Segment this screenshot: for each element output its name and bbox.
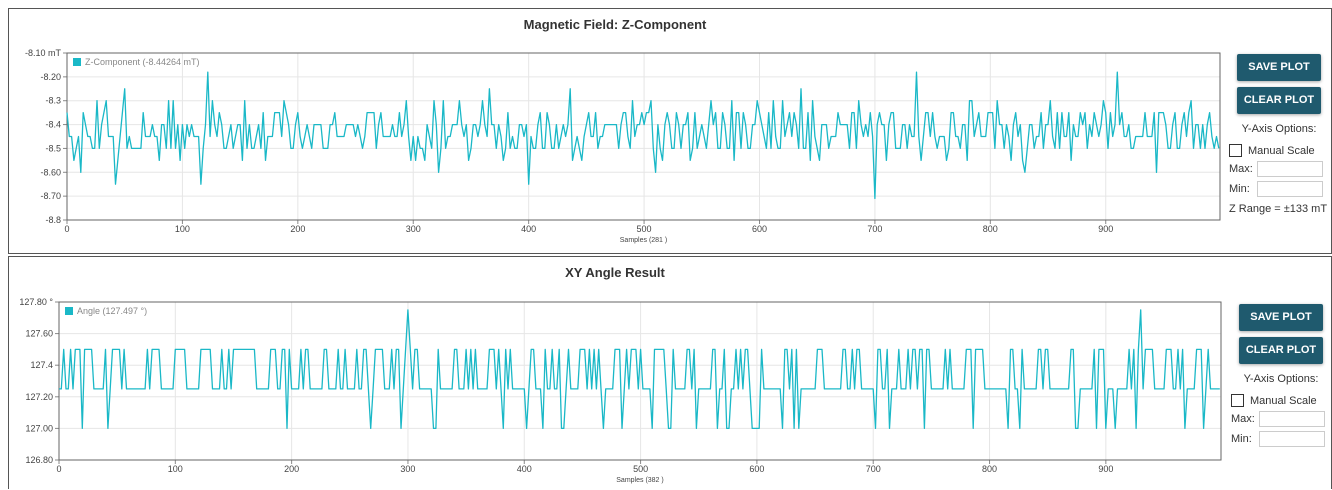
min-row: Min: — [1231, 431, 1331, 447]
xy-chart-title: XY Angle Result — [565, 265, 665, 280]
x-tick-label: 400 — [517, 464, 532, 474]
y-tick-label: -8.10 mT — [25, 48, 62, 58]
legend-swatch — [73, 58, 81, 66]
x-tick-label: 400 — [521, 224, 536, 234]
x-tick-label: 800 — [982, 464, 997, 474]
x-axis-title: Samples (281 ) — [620, 237, 667, 244]
z-component-chart: -8.10 mT -8.20 -8.3 -8.4 -8.5 -8.60 -8.70 -8.80… — [25, 48, 1221, 244]
y-tick-label: -8.8 — [45, 215, 61, 225]
y-tick-label: -8.4 — [45, 120, 61, 130]
manual-scale-toggle[interactable]: Manual Scale — [1229, 144, 1329, 157]
min-row: Min: — [1229, 181, 1329, 197]
x-tick-label: 500 — [637, 224, 652, 234]
x-tick-label: 600 — [749, 464, 764, 474]
min-label: Min: — [1231, 433, 1252, 445]
y-tick-label: -8.70 — [40, 191, 61, 201]
y-tick-label: 127.60 — [25, 329, 53, 339]
xy-angle-panel: XY Angle Result 127.80 ° 127.60 127.4 127.2… — [8, 256, 1332, 489]
clear-plot-button[interactable]: CLEAR PLOT — [1237, 87, 1321, 114]
xy-side-controls: SAVE PLOT CLEAR PLOT Y-Axis Options: Man… — [1231, 304, 1331, 447]
y-tick-label: 127.4 — [30, 360, 53, 370]
x-tick-label: 500 — [633, 464, 648, 474]
min-input[interactable] — [1257, 181, 1323, 197]
legend-swatch — [65, 307, 73, 315]
save-plot-button[interactable]: SAVE PLOT — [1239, 304, 1323, 331]
x-axis-title: Samples (382 ) — [616, 477, 663, 484]
plot-frame — [66, 52, 1221, 221]
max-label: Max: — [1229, 163, 1253, 175]
x-tick-label: 0 — [64, 224, 69, 234]
legend-entry: Z-Component (-8.44264 mT) — [85, 57, 200, 67]
manual-scale-checkbox[interactable] — [1229, 144, 1242, 157]
data-series-line — [59, 309, 1220, 430]
y-axis-options-label: Y-Axis Options: — [1243, 373, 1319, 385]
plot-frame — [58, 301, 1222, 461]
data-series-line — [66, 71, 1220, 200]
x-tick-label: 100 — [175, 224, 190, 234]
z-chart-title: Magnetic Field: Z-Component — [523, 17, 707, 32]
x-tick-label: 0 — [56, 464, 61, 474]
xy-angle-chart: 127.80 ° 127.60 127.4 127.20 127.00 126.800 10… — [19, 297, 1222, 484]
legend-entry: Angle (127.497 °) — [77, 306, 147, 316]
max-row: Max: — [1231, 411, 1331, 427]
z-range-text: Z Range = ±133 mT — [1229, 203, 1328, 215]
x-tick-label: 600 — [752, 224, 767, 234]
z-component-panel: Magnetic Field: Z-Component -8.10 mT -8.2… — [8, 8, 1332, 254]
z-side-controls: SAVE PLOT CLEAR PLOT Y-Axis Options: Man… — [1229, 54, 1329, 215]
y-tick-label: 126.80 — [25, 455, 53, 465]
manual-scale-label: Manual Scale — [1250, 394, 1317, 407]
y-tick-label: -8.60 — [40, 167, 61, 177]
y-tick-label: 127.00 — [25, 423, 53, 433]
y-axis-options-label: Y-Axis Options: — [1241, 123, 1317, 135]
manual-scale-toggle[interactable]: Manual Scale — [1231, 394, 1331, 407]
x-tick-label: 700 — [866, 464, 881, 474]
x-tick-label: 300 — [400, 464, 415, 474]
x-tick-label: 900 — [1098, 224, 1113, 234]
clear-plot-button[interactable]: CLEAR PLOT — [1239, 337, 1323, 364]
y-tick-label: -8.20 — [40, 72, 61, 82]
x-tick-label: 300 — [406, 224, 421, 234]
max-label: Max: — [1231, 413, 1255, 425]
y-tick-label: 127.80 ° — [19, 297, 53, 307]
y-tick-label: 127.20 — [25, 392, 53, 402]
x-tick-label: 200 — [284, 464, 299, 474]
x-tick-label: 200 — [290, 224, 305, 234]
x-tick-label: 800 — [983, 224, 998, 234]
manual-scale-label: Manual Scale — [1248, 144, 1315, 157]
x-tick-label: 100 — [168, 464, 183, 474]
manual-scale-checkbox[interactable] — [1231, 394, 1244, 407]
save-plot-button[interactable]: SAVE PLOT — [1237, 54, 1321, 81]
max-input[interactable] — [1257, 161, 1323, 177]
y-tick-label: -8.5 — [45, 143, 61, 153]
x-tick-label: 700 — [867, 224, 882, 234]
min-label: Min: — [1229, 183, 1250, 195]
x-tick-label: 900 — [1098, 464, 1113, 474]
max-row: Max: — [1229, 161, 1329, 177]
max-input[interactable] — [1259, 411, 1325, 427]
min-input[interactable] — [1259, 431, 1325, 447]
y-tick-label: -8.3 — [45, 96, 61, 106]
